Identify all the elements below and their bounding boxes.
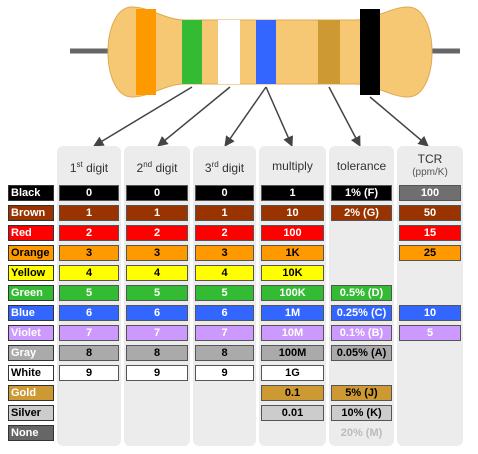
band-label-blue: Blue [8, 305, 54, 321]
tolerance-cell-gray: 0.05% (A) [331, 345, 392, 361]
tcr-cell-red: 15 [399, 225, 461, 241]
resistor-band-1 [136, 9, 156, 95]
tcr-cell-black: 100 [399, 185, 461, 201]
digit2-cell-blue: 6 [126, 305, 188, 321]
arrow-tolerance [328, 86, 361, 147]
digit1-cell-brown: 1 [59, 205, 119, 221]
multiplier-cell-gold: 0.1 [261, 385, 324, 401]
digit2-cell-red: 2 [126, 225, 188, 241]
digit1-cell-white: 9 [59, 365, 119, 381]
resistor-band-4 [256, 20, 276, 84]
multiplier-cell-green: 100K [261, 285, 324, 301]
digit2-cell-white: 9 [126, 365, 188, 381]
tolerance-cell-blue: 0.25% (C) [331, 305, 392, 321]
tolerance-cell-black: 1% (F) [331, 185, 392, 201]
digit3-cell-red: 2 [195, 225, 254, 241]
tcr-cell-brown: 50 [399, 205, 461, 221]
digit1-cell-orange: 3 [59, 245, 119, 261]
band-label-yellow: Yellow [8, 265, 54, 281]
digit1-cell-red: 2 [59, 225, 119, 241]
digit1-cell-black: 0 [59, 185, 119, 201]
resistor-band-5 [318, 20, 340, 84]
multiplier-cell-white: 1G [261, 365, 324, 381]
digit1-cell-yellow: 4 [59, 265, 119, 281]
multiplier-cell-blue: 1M [261, 305, 324, 321]
band-label-none: None [8, 425, 54, 441]
tcr-cell-violet: 5 [399, 325, 461, 341]
tolerance-cell-none: 20% (M) [331, 425, 392, 441]
band-label-gold: Gold [8, 385, 54, 401]
digit3-cell-blue: 6 [195, 305, 254, 321]
digit3-cell-brown: 1 [195, 205, 254, 221]
band-label-orange: Orange [8, 245, 54, 261]
tcr-cell-blue: 10 [399, 305, 461, 321]
digit2-cell-orange: 3 [126, 245, 188, 261]
multiplier-cell-black: 1 [261, 185, 324, 201]
band-label-red: Red [8, 225, 54, 241]
resistor-diagram [70, 6, 460, 147]
digit1-cell-green: 5 [59, 285, 119, 301]
digit3-cell-gray: 8 [195, 345, 254, 361]
header-2nd-digit: 2nd digit [136, 159, 178, 175]
digit1-cell-blue: 6 [59, 305, 119, 321]
resistor-band-2 [182, 20, 202, 84]
tolerance-cell-gold: 5% (J) [331, 385, 392, 401]
header-tolerance: tolerance [336, 158, 387, 173]
multiplier-cell-brown: 10 [261, 205, 324, 221]
tolerance-cell-violet: 0.1% (B) [331, 325, 392, 341]
multiplier-cell-gray: 100M [261, 345, 324, 361]
arrow-multiply [265, 86, 293, 147]
header-multiply: multiply [272, 158, 313, 173]
multiplier-cell-orange: 1K [261, 245, 324, 261]
tolerance-cell-green: 0.5% (D) [331, 285, 392, 301]
arrow-2nd-digit [157, 86, 231, 147]
digit2-cell-yellow: 4 [126, 265, 188, 281]
tcr-cell-orange: 25 [399, 245, 461, 261]
arrow-tcr [369, 96, 429, 147]
multiplier-cell-yellow: 10K [261, 265, 324, 281]
header-tcr: TCR (ppm/K) [412, 152, 448, 179]
digit1-cell-gray: 8 [59, 345, 119, 361]
digit2-cell-gray: 8 [126, 345, 188, 361]
digit2-cell-green: 5 [126, 285, 188, 301]
arrow-1st-digit [93, 86, 193, 147]
band-label-violet: Violet [8, 325, 54, 341]
band-label-black: Black [8, 185, 54, 201]
digit3-cell-yellow: 4 [195, 265, 254, 281]
band-label-gray: Gray [8, 345, 54, 361]
digit3-cell-orange: 3 [195, 245, 254, 261]
digit3-cell-green: 5 [195, 285, 254, 301]
header-3rd-digit: 3rd digit [204, 159, 245, 175]
resistor-band-3 [218, 20, 240, 84]
band-label-green: Green [8, 285, 54, 301]
resistor-band-6 [360, 9, 380, 95]
digit3-cell-violet: 7 [195, 325, 254, 341]
digit2-cell-brown: 1 [126, 205, 188, 221]
digit2-cell-black: 0 [126, 185, 188, 201]
band-label-brown: Brown [8, 205, 54, 221]
digit3-cell-black: 0 [195, 185, 254, 201]
digit1-cell-violet: 7 [59, 325, 119, 341]
multiplier-cell-silver: 0.01 [261, 405, 324, 421]
multiplier-cell-red: 100 [261, 225, 324, 241]
header-1st-digit: 1st digit [69, 159, 109, 175]
arrow-3rd-digit [224, 86, 267, 147]
multiplier-cell-violet: 10M [261, 325, 324, 341]
tolerance-cell-silver: 10% (K) [331, 405, 392, 421]
digit3-cell-white: 9 [195, 365, 254, 381]
band-label-silver: Silver [8, 405, 54, 421]
band-label-white: White [8, 365, 54, 381]
digit2-cell-violet: 7 [126, 325, 188, 341]
tolerance-cell-brown: 2% (G) [331, 205, 392, 221]
